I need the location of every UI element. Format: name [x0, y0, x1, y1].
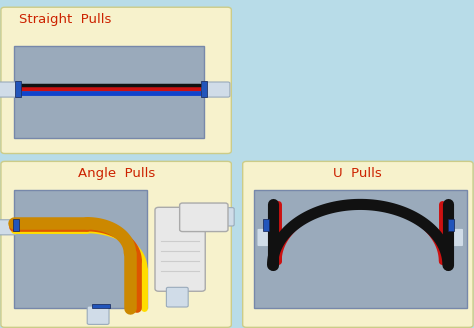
- FancyBboxPatch shape: [166, 287, 188, 307]
- FancyBboxPatch shape: [1, 161, 231, 327]
- Bar: [13, 219, 19, 231]
- FancyBboxPatch shape: [155, 207, 205, 291]
- FancyBboxPatch shape: [0, 220, 17, 235]
- Bar: [14, 46, 204, 138]
- Bar: [263, 219, 269, 231]
- FancyBboxPatch shape: [220, 208, 234, 226]
- FancyBboxPatch shape: [257, 228, 279, 247]
- Bar: [254, 190, 467, 308]
- Text: Angle  Pulls: Angle Pulls: [78, 167, 155, 180]
- Text: Straight  Pulls: Straight Pulls: [19, 13, 111, 26]
- FancyBboxPatch shape: [0, 82, 18, 97]
- FancyBboxPatch shape: [180, 203, 228, 232]
- FancyBboxPatch shape: [87, 306, 109, 324]
- Bar: [15, 81, 21, 97]
- Bar: [14, 190, 147, 308]
- Text: U  Pulls: U Pulls: [334, 167, 382, 180]
- Bar: [448, 219, 454, 231]
- Bar: [201, 81, 207, 97]
- FancyBboxPatch shape: [200, 82, 230, 97]
- FancyBboxPatch shape: [1, 7, 231, 154]
- FancyBboxPatch shape: [243, 161, 473, 327]
- FancyBboxPatch shape: [442, 228, 464, 247]
- Bar: [92, 304, 110, 308]
